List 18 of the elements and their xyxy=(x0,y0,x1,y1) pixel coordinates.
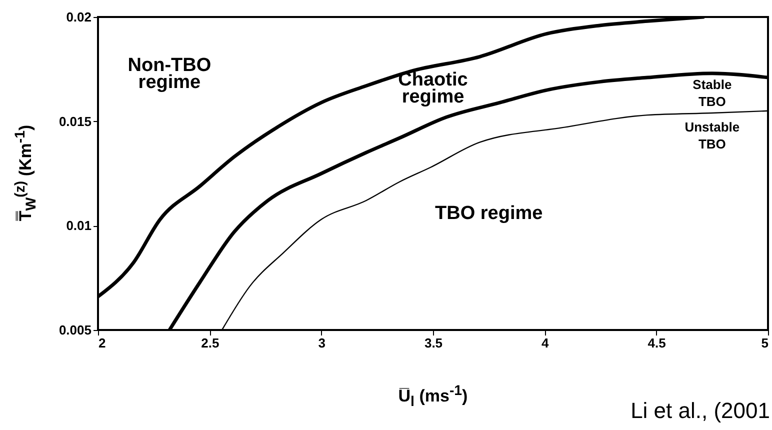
x-tick-label: 2.5 xyxy=(201,336,220,350)
x-tick-label: 4.5 xyxy=(648,336,666,350)
y-tick-label: 0.005 xyxy=(58,322,92,338)
annotation: Non-TBO regime xyxy=(128,54,212,93)
x-tick-label: 5 xyxy=(761,336,768,350)
y-tick-label: 0.015 xyxy=(58,114,92,129)
annotation: Stable TBO xyxy=(692,76,732,109)
x-axis-title: U̅$_{l}$ (ms$^{-1}$) xyxy=(398,383,468,410)
y-tick-label: 0.02 xyxy=(66,10,92,24)
text: Li et al., (2001 xyxy=(630,398,770,424)
x-tick-label: 3.5 xyxy=(424,336,443,350)
x-tick-label: 2 xyxy=(98,336,106,350)
x-tick-label: 4 xyxy=(542,336,550,350)
annotation: Unstable TBO xyxy=(684,120,740,152)
y-tick-label: 0.01 xyxy=(66,218,92,234)
annotation: TBO regime xyxy=(434,203,543,224)
annotation: Chaotic regime xyxy=(398,70,468,108)
x-tick-label: 3 xyxy=(318,336,326,350)
